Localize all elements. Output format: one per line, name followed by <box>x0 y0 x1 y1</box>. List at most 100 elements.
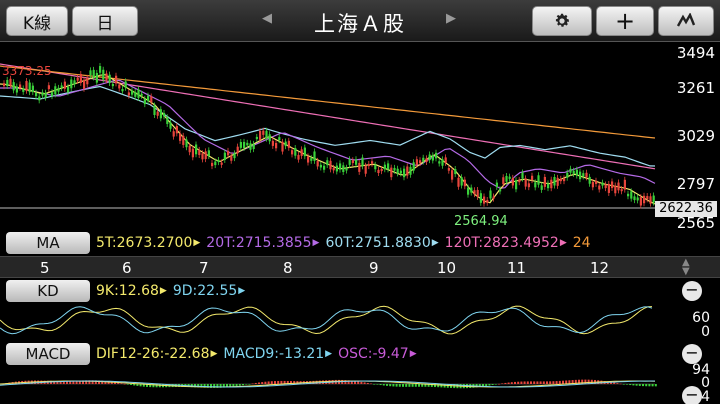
candle-body <box>540 185 543 190</box>
osc-bar <box>146 384 148 387</box>
resize-handle[interactable]: ▲ ▼ <box>682 257 690 277</box>
month-label-7: 7 <box>199 259 209 277</box>
kd-chart[interactable] <box>0 302 660 338</box>
candle-body <box>393 167 396 171</box>
osc-bar <box>421 384 424 387</box>
osc-bar <box>638 384 641 386</box>
macd-dif-value: DIF12-26:-22.68 <box>96 346 210 362</box>
month-label-6: 6 <box>122 259 132 277</box>
osc-bar <box>494 384 497 385</box>
macd-extra-button[interactable]: − <box>682 386 702 404</box>
osc-bar <box>434 384 436 388</box>
macd-sig-line <box>0 380 655 388</box>
candle-body <box>377 169 380 174</box>
ma-button[interactable]: MA <box>6 232 90 254</box>
candle-body <box>422 157 425 162</box>
candle-body <box>329 160 332 170</box>
candle-body <box>223 152 226 160</box>
osc-bar <box>642 384 644 387</box>
osc-bar <box>232 384 235 387</box>
osc-bar <box>542 381 545 384</box>
candle-body <box>179 133 182 141</box>
prev-stock-arrow[interactable]: ◀ <box>262 11 272 26</box>
y-tick-2797: 2797 <box>676 175 715 193</box>
candle-body <box>518 180 521 183</box>
osc-bar <box>78 380 81 384</box>
candle-body <box>217 159 220 163</box>
osc-bar <box>347 380 350 384</box>
kd-tick-60: 60 <box>692 310 710 326</box>
candle-body <box>201 153 204 160</box>
macd-button[interactable]: MACD <box>6 343 90 365</box>
osc-bar <box>632 384 635 386</box>
candle-body <box>60 85 63 88</box>
osc-bar <box>504 382 507 384</box>
candle-body <box>281 141 284 152</box>
macd-collapse-button[interactable]: − <box>682 344 702 364</box>
candle-body <box>463 179 466 187</box>
candle-body <box>182 135 185 145</box>
candle-body <box>409 166 412 175</box>
period-button[interactable]: 日 <box>72 6 138 36</box>
add-button[interactable]: + <box>596 6 654 36</box>
gear-icon <box>555 13 570 27</box>
candle-body <box>438 161 441 164</box>
osc-bar <box>62 380 65 384</box>
kd-d-line <box>0 306 653 335</box>
candle-body <box>156 111 159 116</box>
osc-bar <box>363 382 366 384</box>
macd-chart[interactable] <box>0 366 660 404</box>
price-chart[interactable]: 3494 3261 3029 2797 2565 3373.25 2564.94… <box>0 44 720 232</box>
ma-5t-marker: ▶ <box>193 238 201 248</box>
osc-bar <box>645 384 648 387</box>
period-label: 日 <box>96 13 114 34</box>
ma-20t-value: 20T:2715.3855 <box>206 235 312 251</box>
kd-button[interactable]: KD <box>6 280 90 302</box>
settings-button[interactable] <box>532 6 592 36</box>
candle-body <box>131 90 134 95</box>
osc-bar <box>629 384 632 386</box>
candle-body <box>83 79 86 89</box>
kd-d-marker: ▶ <box>238 286 246 296</box>
osc-bar <box>123 383 126 385</box>
osc-bar <box>59 381 62 384</box>
candle-body <box>38 96 41 101</box>
candle-body <box>355 159 358 165</box>
macd-legend: MACD DIF12-26:-22.68 ▶ MACD9:-13.21 ▶ OSC:… <box>0 343 720 365</box>
candle-body <box>367 163 370 167</box>
osc-bar <box>622 384 625 385</box>
ma-20-line <box>0 79 656 189</box>
osc-bar <box>366 382 369 384</box>
candle-body <box>383 164 386 170</box>
osc-bar <box>350 380 353 384</box>
macd-tick-0: 0 <box>701 375 710 391</box>
x-axis-band: 5 6 7 8 9 10 11 12 ▲ ▼ <box>0 256 720 278</box>
candle-body <box>511 177 514 186</box>
osc-bar <box>539 381 542 384</box>
trend-button[interactable] <box>658 6 714 36</box>
osc-bar <box>610 382 612 384</box>
osc-bar <box>491 384 494 385</box>
candle-body <box>47 85 50 90</box>
kd-collapse-button[interactable]: − <box>682 281 702 301</box>
osc-bar <box>379 384 382 386</box>
kline-button[interactable]: K線 <box>6 6 68 36</box>
osc-bar <box>376 384 379 385</box>
candle-body <box>147 95 150 101</box>
candle-body <box>95 72 98 83</box>
osc-bar <box>229 384 232 388</box>
ma-120t-value: 120T:2823.4952 <box>444 235 559 251</box>
candle-body <box>553 177 556 186</box>
osc-bar <box>139 384 142 387</box>
osc-bar <box>526 381 529 384</box>
candle-body <box>111 83 114 87</box>
osc-bar <box>69 380 72 384</box>
candle-body <box>479 193 482 203</box>
osc-bar <box>520 381 523 384</box>
candle-body <box>249 143 252 150</box>
candle-body <box>579 171 582 180</box>
osc-bar <box>370 383 372 385</box>
candle-body <box>22 88 25 92</box>
month-label-5: 5 <box>40 259 50 277</box>
next-stock-arrow[interactable]: ▶ <box>446 11 456 26</box>
